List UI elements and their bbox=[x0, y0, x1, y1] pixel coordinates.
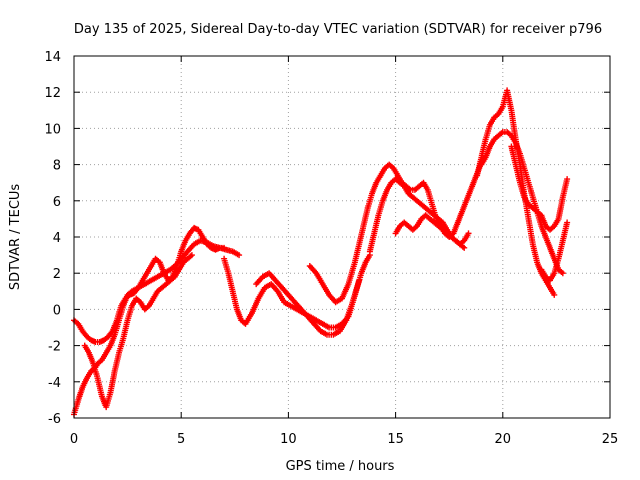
x-axis-label: GPS time / hours bbox=[286, 459, 395, 474]
y-tick-label: 12 bbox=[44, 86, 61, 101]
y-tick-label: 8 bbox=[53, 159, 61, 174]
series-markers bbox=[221, 252, 373, 331]
series-markers bbox=[474, 87, 558, 298]
y-tick-label: 4 bbox=[53, 231, 61, 246]
series-trace-11 bbox=[508, 143, 571, 233]
x-tick-label: 20 bbox=[495, 432, 512, 447]
data-series bbox=[71, 87, 571, 418]
series-trace-4 bbox=[221, 252, 373, 331]
plot-frame bbox=[73, 55, 611, 419]
y-tick-label: 10 bbox=[44, 122, 61, 137]
series-markers bbox=[253, 270, 363, 338]
x-tick-label: 25 bbox=[602, 432, 619, 447]
y-tick-label: 0 bbox=[53, 303, 61, 318]
series-markers bbox=[71, 237, 243, 418]
series-markers bbox=[478, 129, 566, 277]
y-tick-label: 14 bbox=[44, 50, 61, 65]
series-trace-3 bbox=[81, 252, 195, 411]
series-markers bbox=[508, 143, 571, 233]
x-tick-label: 5 bbox=[177, 432, 185, 447]
series-markers bbox=[392, 212, 468, 251]
series-trace-10 bbox=[478, 129, 566, 277]
grid-lines bbox=[74, 56, 610, 418]
x-tick-label: 15 bbox=[387, 432, 404, 447]
series-markers bbox=[538, 219, 571, 284]
series-trace-2 bbox=[71, 224, 228, 345]
x-tick-label: 0 bbox=[70, 432, 78, 447]
y-tick-label: -2 bbox=[48, 340, 61, 355]
y-tick-label: 2 bbox=[53, 267, 61, 282]
series-markers bbox=[71, 224, 228, 345]
y-tick-label: -4 bbox=[48, 376, 61, 391]
chart-title: Day 135 of 2025, Sidereal Day-to-day VTE… bbox=[74, 22, 602, 37]
y-axis-label: SDTVAR / TECUs bbox=[8, 184, 23, 291]
series-trace-9 bbox=[474, 87, 558, 298]
series-trace-1 bbox=[71, 237, 243, 418]
series-trace-5 bbox=[253, 270, 363, 338]
series-markers bbox=[81, 252, 195, 411]
series-trace-12 bbox=[538, 219, 571, 284]
y-tick-label: -6 bbox=[48, 412, 61, 427]
y-tick-label: 6 bbox=[53, 195, 61, 210]
series-trace-8 bbox=[392, 212, 468, 251]
x-tick-label: 10 bbox=[280, 432, 297, 447]
